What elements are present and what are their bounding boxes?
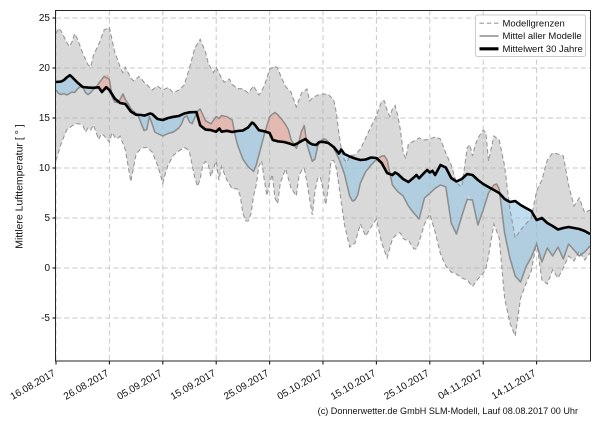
- svg-text:0: 0: [44, 263, 50, 274]
- svg-text:20: 20: [39, 63, 51, 74]
- svg-text:Modellgrenzen: Modellgrenzen: [503, 18, 565, 29]
- svg-text:15: 15: [39, 113, 51, 124]
- svg-text:-5: -5: [41, 313, 50, 324]
- svg-text:25: 25: [39, 13, 51, 24]
- svg-text:Mittel aller Modelle: Mittel aller Modelle: [503, 31, 582, 42]
- svg-text:(c) Donnerwetter.de GmbH SLM-M: (c) Donnerwetter.de GmbH SLM-Modell, Lau…: [318, 406, 578, 416]
- svg-text:10: 10: [39, 163, 51, 174]
- svg-text:Mittelwert 30 Jahre: Mittelwert 30 Jahre: [503, 44, 583, 55]
- svg-text:Mittlere Lufttemperatur [ ° ]: Mittlere Lufttemperatur [ ° ]: [14, 124, 26, 248]
- svg-text:5: 5: [44, 213, 50, 224]
